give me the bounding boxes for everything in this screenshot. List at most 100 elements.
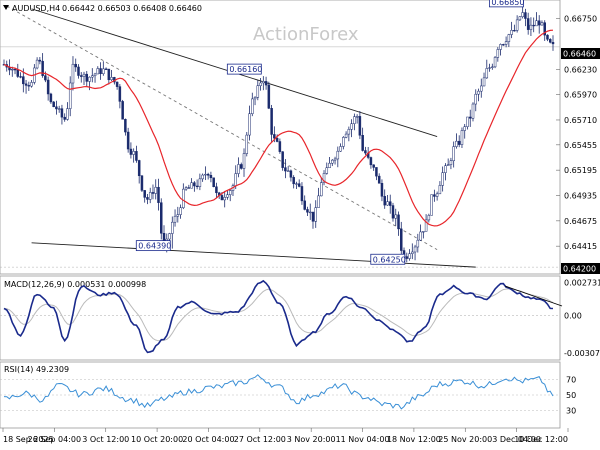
peak-label-box xyxy=(370,253,406,265)
peak-label: 0.66850 xyxy=(491,0,524,7)
support-price-label: 0.64200 xyxy=(563,265,596,274)
candle-body xyxy=(281,151,284,168)
candle-body xyxy=(35,59,39,69)
candle-body xyxy=(455,140,458,147)
candle-body xyxy=(474,93,478,105)
candle-body xyxy=(496,49,500,58)
candle-body xyxy=(548,39,552,43)
candle-body xyxy=(115,81,119,87)
candle-body xyxy=(441,172,444,186)
candle-body xyxy=(546,34,549,40)
candle-body xyxy=(22,76,25,85)
candle-body xyxy=(488,67,491,69)
candle-body xyxy=(30,82,33,87)
candle-body xyxy=(60,108,64,118)
candle-body xyxy=(427,215,431,221)
time-tick-label: 3 Nov 20:00 xyxy=(287,435,336,444)
candle-body xyxy=(521,12,524,17)
price-tick-label: 0.65710 xyxy=(564,116,597,125)
candle-body xyxy=(526,18,530,30)
candle-body xyxy=(102,68,105,75)
candle-body xyxy=(195,185,199,188)
candle-body xyxy=(400,228,403,251)
candle-body xyxy=(228,190,232,195)
candle-body xyxy=(168,233,171,240)
candle-body xyxy=(19,76,22,78)
candle-body xyxy=(468,116,472,119)
candle-body xyxy=(182,188,185,208)
candle-body xyxy=(251,98,254,114)
candle-body xyxy=(466,116,469,127)
candle-body xyxy=(143,190,146,198)
candle-body xyxy=(215,186,218,194)
candle-body xyxy=(424,219,428,232)
moving-average-line xyxy=(3,29,554,227)
candle-body xyxy=(256,85,260,98)
candle-body xyxy=(267,84,271,109)
candle-body xyxy=(380,183,384,197)
candle-body xyxy=(198,178,202,187)
candle-body xyxy=(154,186,157,194)
collapse-triangle-icon[interactable] xyxy=(3,5,9,10)
time-tick-label: 10 Dec 12:00 xyxy=(514,435,568,444)
candle-body xyxy=(289,170,293,178)
candle-body xyxy=(320,182,323,197)
candle-body xyxy=(375,167,378,177)
candle-body xyxy=(482,77,486,87)
candle-body xyxy=(449,160,453,165)
candle-body xyxy=(504,41,508,45)
candle-body xyxy=(325,167,329,174)
price-tick-label: 0.64415 xyxy=(564,242,597,251)
candle-body xyxy=(11,68,14,71)
candle-body xyxy=(471,103,475,119)
candle-body xyxy=(317,195,320,208)
price-tick-label: 0.64935 xyxy=(564,191,597,200)
candle-body xyxy=(259,82,262,86)
candle-body xyxy=(55,106,58,110)
candle-body xyxy=(477,90,480,95)
peak-label: 0.66160 xyxy=(229,65,262,74)
candle-body xyxy=(226,194,229,198)
peak-label: 0.64390 xyxy=(138,242,171,251)
candle-body xyxy=(126,131,130,150)
candle-body xyxy=(107,68,111,81)
candle-body xyxy=(46,79,50,95)
candle-body xyxy=(308,211,312,214)
candle-body xyxy=(314,207,317,222)
candle-body xyxy=(201,174,204,180)
candle-body xyxy=(44,75,47,81)
symbol-header: AUDUSD,H4 0.66442 0.66503 0.66408 0.6646… xyxy=(3,4,202,13)
symbol-label: AUDUSD,H4 xyxy=(12,4,60,13)
candle-body xyxy=(515,19,519,31)
candle-body xyxy=(350,123,353,130)
peak-label-box xyxy=(226,63,262,75)
candle-body xyxy=(135,151,138,161)
candle-body xyxy=(184,187,188,190)
rsi-tick-label: 30 xyxy=(566,407,576,416)
candle-body xyxy=(63,116,66,120)
candle-body xyxy=(328,162,331,169)
time-tick-label: 18 Nov 12:00 xyxy=(387,435,441,444)
candle-body xyxy=(71,63,75,84)
candle-body xyxy=(444,165,447,173)
candle-body xyxy=(245,134,249,154)
candle-body xyxy=(223,197,226,201)
candle-body xyxy=(121,101,124,120)
candle-body xyxy=(118,86,122,102)
candle-body xyxy=(540,22,544,26)
candle-body xyxy=(413,246,417,253)
time-tick-label: 3 Dec 04:00 xyxy=(492,435,541,444)
rsi-label: RSI(14) 49.2309 xyxy=(4,365,69,374)
candle-body xyxy=(173,215,177,223)
candle-body xyxy=(140,175,144,191)
candle-body xyxy=(499,44,502,50)
candle-body xyxy=(518,16,522,21)
candle-body xyxy=(79,75,83,77)
candle-body xyxy=(524,12,527,19)
price-tick-label: 0.66750 xyxy=(564,15,597,24)
time-tick-label: 18 Sep 2025 xyxy=(3,435,54,444)
candle-body xyxy=(49,93,53,103)
candle-body xyxy=(386,201,389,206)
price-panel-frame xyxy=(0,0,561,275)
candle-body xyxy=(551,42,555,45)
